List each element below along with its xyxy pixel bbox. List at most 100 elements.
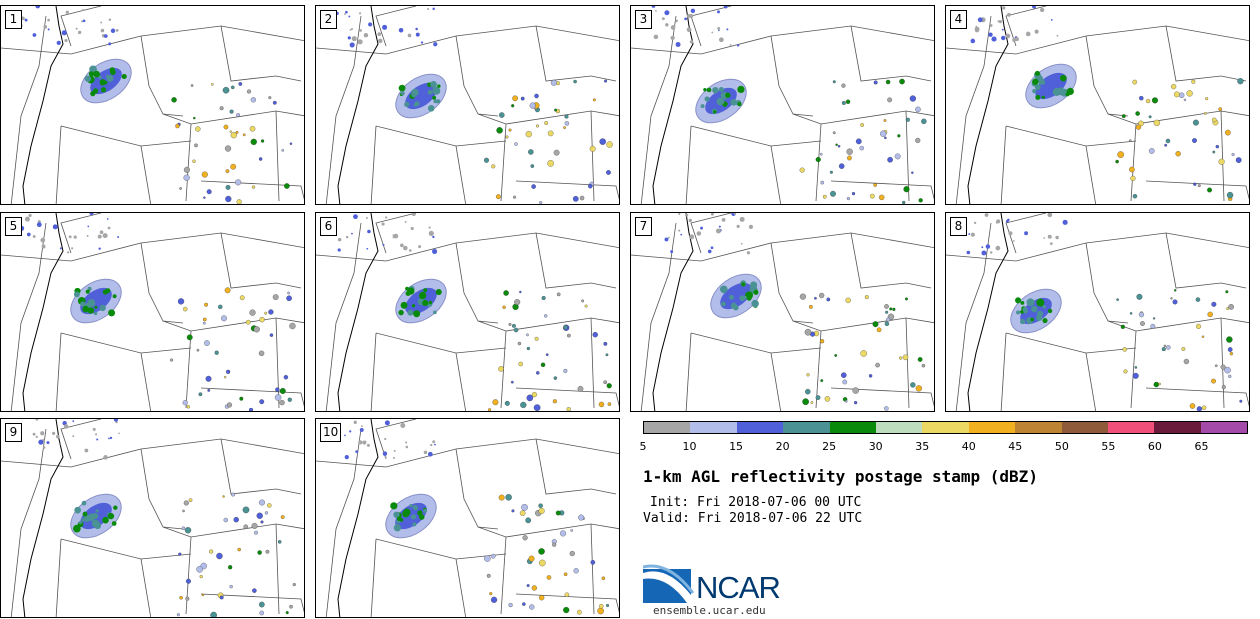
light-echo <box>357 39 363 45</box>
boundary-line <box>946 232 1249 262</box>
convective-cell <box>249 309 256 316</box>
convective-cell <box>872 321 879 328</box>
light-echo <box>405 445 409 449</box>
convective-cell <box>564 592 570 598</box>
convective-cell <box>1139 95 1144 101</box>
storm-cell <box>398 309 404 316</box>
convective-cell <box>1207 311 1213 318</box>
light-echo <box>102 233 108 239</box>
convective-cell <box>535 124 540 128</box>
boundary-line <box>477 317 619 332</box>
light-echo <box>118 432 120 435</box>
ensemble-member-panel: 5 <box>0 212 305 412</box>
convective-cell <box>556 292 561 297</box>
member-number-label: 8 <box>950 217 967 236</box>
light-echo <box>99 230 104 235</box>
boundary-line <box>685 125 692 204</box>
storm-cell <box>113 505 118 510</box>
ensemble-member-panel: 1 <box>0 5 305 205</box>
convective-cell <box>529 604 535 610</box>
light-echo <box>366 443 370 447</box>
convective-cell <box>258 601 265 608</box>
light-echo <box>71 247 74 250</box>
convective-cell <box>1132 79 1138 85</box>
convective-cell <box>1150 323 1156 329</box>
storm-cell <box>94 305 98 309</box>
light-echo <box>377 32 382 37</box>
light-echo <box>718 37 724 43</box>
storm-cell <box>410 514 417 520</box>
storm-cell <box>78 521 82 525</box>
map-basemap <box>316 6 619 204</box>
convective-cell <box>563 126 566 130</box>
light-echo <box>32 432 36 436</box>
convective-cell <box>1205 97 1209 101</box>
storm-cell <box>1036 310 1044 317</box>
convective-cell <box>242 133 246 137</box>
convective-cell <box>1170 297 1173 300</box>
convective-cell <box>553 149 560 156</box>
storm-cell <box>1032 78 1039 85</box>
boundary-line <box>830 180 934 200</box>
colorbar-swatch <box>783 422 830 433</box>
boundary-line <box>220 25 302 82</box>
boundary-line <box>1 25 304 55</box>
colorbar-swatch <box>1107 422 1155 433</box>
convective-cell <box>264 511 269 515</box>
convective-cell <box>887 97 893 103</box>
light-echo <box>721 217 726 222</box>
convective-cell <box>1189 403 1196 409</box>
convective-cell <box>259 316 265 323</box>
light-echo <box>689 40 694 44</box>
convective-cell <box>177 298 185 305</box>
light-echo <box>56 40 61 46</box>
convective-cell <box>799 293 806 300</box>
convective-cell <box>1192 138 1197 144</box>
convective-cell <box>909 95 917 102</box>
light-echo <box>337 237 342 242</box>
convective-cell <box>834 354 838 357</box>
convective-cell <box>249 125 256 132</box>
convective-cell <box>845 99 851 104</box>
colorbar-tick: 25 <box>822 440 837 453</box>
light-echo <box>408 249 412 252</box>
boundary-line <box>1085 145 1097 204</box>
convective-cell <box>567 333 571 338</box>
light-echo <box>1034 29 1039 34</box>
storm-cell <box>393 524 402 532</box>
convective-cell <box>185 578 191 584</box>
convective-cell <box>1132 193 1138 199</box>
convective-cell <box>820 379 824 383</box>
convective-cell <box>183 306 188 312</box>
convective-cell <box>859 145 864 151</box>
boundary-line <box>140 448 184 530</box>
convective-cell <box>486 573 491 578</box>
storm-cell <box>1022 306 1028 312</box>
ensemble-member-panel: 4 <box>945 5 1250 205</box>
light-echo <box>108 437 110 440</box>
light-echo <box>108 42 112 46</box>
convective-cell <box>1140 321 1145 326</box>
convective-cell <box>815 157 821 163</box>
light-echo <box>403 245 408 251</box>
storm-cell <box>100 87 107 93</box>
convective-cell <box>538 507 545 514</box>
convective-cell <box>918 198 923 203</box>
convective-cell <box>885 79 891 85</box>
storm-cell <box>718 87 724 92</box>
storm-cell <box>109 69 116 76</box>
convective-cell <box>259 399 265 405</box>
convective-cell <box>188 498 193 503</box>
convective-cell <box>265 549 270 554</box>
convective-cell <box>526 346 531 351</box>
light-echo <box>63 424 69 429</box>
convective-cell <box>1229 352 1234 356</box>
storm-cell <box>400 301 408 309</box>
light-echo <box>981 250 987 256</box>
storm-cell <box>99 304 106 312</box>
convective-cell <box>230 85 235 90</box>
storm-cell <box>753 289 759 295</box>
boundary-line <box>535 438 617 495</box>
ncar-logo-text: NCAR <box>696 570 781 605</box>
light-echo <box>736 44 740 47</box>
